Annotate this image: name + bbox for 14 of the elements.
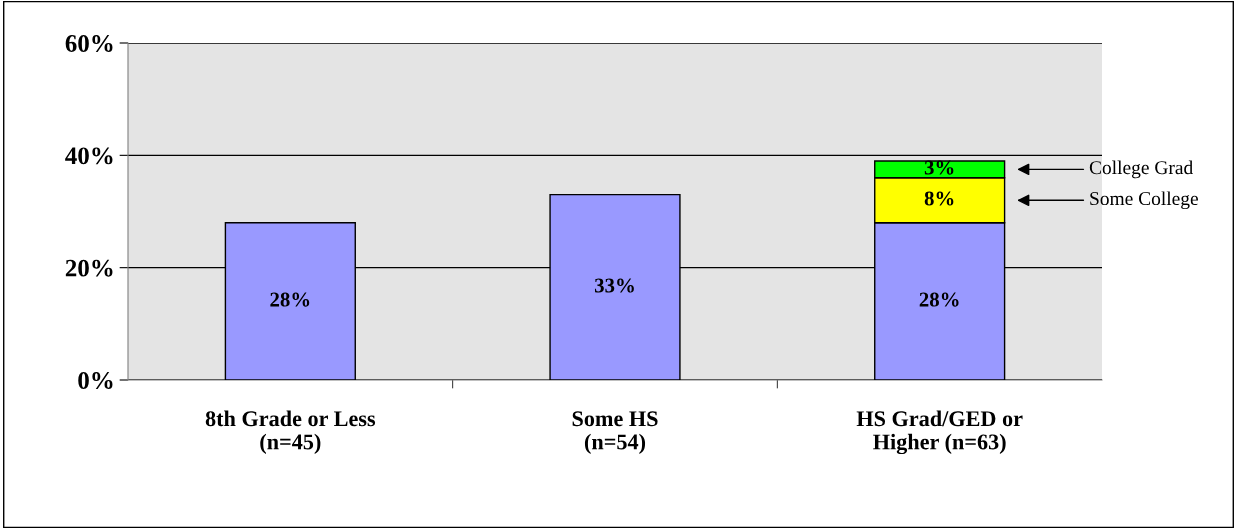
data-label: 3% <box>924 160 954 175</box>
y-tick-label: 20% <box>65 259 113 277</box>
y-tick-label: 60% <box>65 35 113 52</box>
data-label: 28% <box>270 292 310 307</box>
legend-label: College Grad <box>1089 160 1193 179</box>
x-tick-label: 8th Grade or Less (n=45) <box>205 410 376 454</box>
x-tick-label: Some HS (n=54) <box>572 411 658 454</box>
y-tick-label: 0% <box>78 372 113 389</box>
y-tick-label: 40% <box>65 147 113 165</box>
data-label: 28% <box>919 292 959 307</box>
data-label: 8% <box>924 191 954 206</box>
data-label: 33% <box>594 278 634 293</box>
legend-label: Some College <box>1090 191 1198 210</box>
x-tick-label: HS Grad/GED or Higher (n=63) <box>856 410 1023 455</box>
